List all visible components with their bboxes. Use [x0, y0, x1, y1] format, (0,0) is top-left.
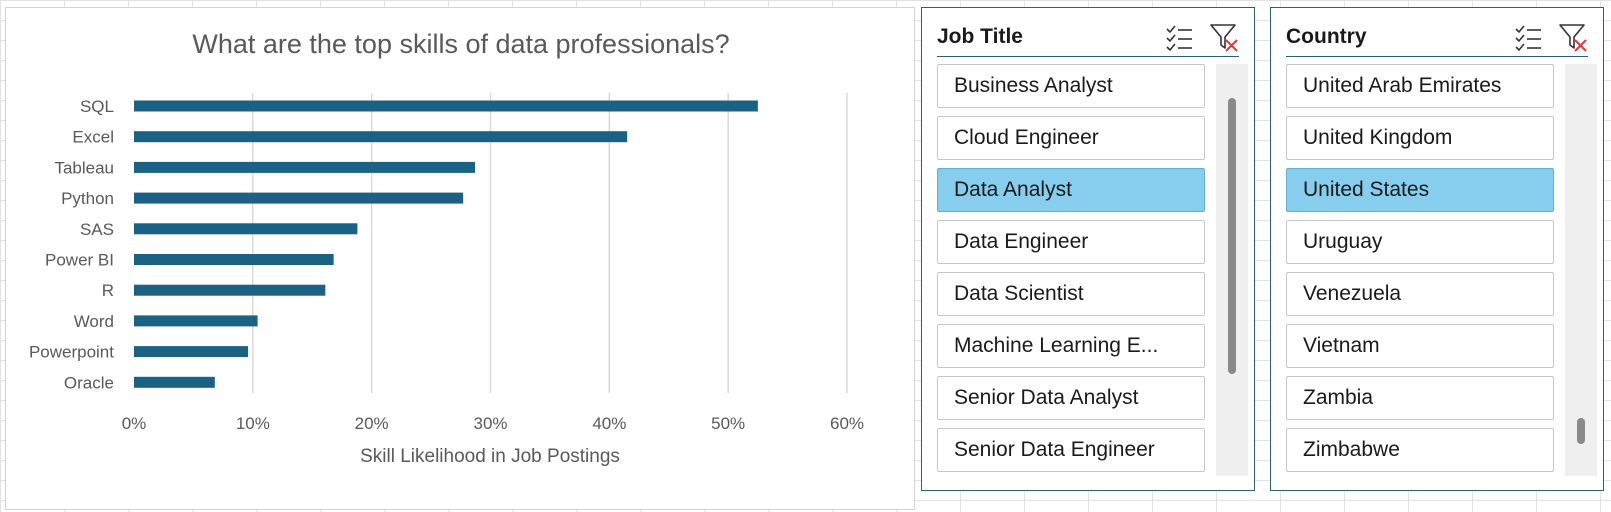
- x-tick-label: 60%: [830, 414, 864, 433]
- slicer-item[interactable]: Data Engineer: [937, 220, 1205, 264]
- clear-filter-icon[interactable]: [1209, 22, 1239, 52]
- y-tick-label: Excel: [72, 128, 114, 147]
- chart-title: What are the top skills of data professi…: [192, 29, 729, 59]
- x-tick-label: 50%: [711, 414, 745, 433]
- bar: [134, 346, 249, 358]
- x-tick-label: 0%: [122, 414, 147, 433]
- x-axis-label: Skill Likelihood in Job Postings: [360, 446, 620, 467]
- slicer-item[interactable]: Zambia: [1286, 376, 1554, 420]
- slicer-item[interactable]: Uruguay: [1286, 220, 1554, 264]
- y-tick-label: SAS: [80, 220, 114, 239]
- slicer-items: United Arab Emirates United Kingdom United…: [1286, 64, 1554, 480]
- skills-chart: What are the top skills of data professi…: [5, 7, 915, 510]
- y-tick-label: Python: [61, 189, 114, 208]
- bar: [134, 223, 358, 235]
- slicer-item[interactable]: Venezuela: [1286, 272, 1554, 316]
- slicer-title: Country: [1286, 25, 1367, 48]
- country-slicer: Country United Arab Emirates United Kingd…: [1270, 7, 1604, 491]
- bar: [134, 254, 334, 265]
- slicer-header: Country: [1286, 16, 1588, 57]
- slicer-item[interactable]: Senior Data Engineer: [937, 428, 1205, 472]
- slicer-item[interactable]: Business Analyst: [937, 64, 1205, 108]
- y-tick-label: SQL: [80, 97, 114, 116]
- x-tick-label: 20%: [355, 414, 389, 433]
- job-title-slicer: Job Title Business Analyst Cloud Engineer…: [921, 7, 1255, 491]
- slicer-item[interactable]: Data Analyst: [937, 168, 1205, 212]
- y-tick-label: Oracle: [64, 373, 114, 392]
- slicer-item[interactable]: Vietnam: [1286, 324, 1554, 368]
- bar: [134, 131, 628, 143]
- y-tick-label: Powerpoint: [29, 343, 114, 362]
- slicer-header: Job Title: [937, 16, 1239, 57]
- x-tick-label: 40%: [592, 414, 626, 433]
- slicer-item[interactable]: Data Scientist: [937, 272, 1205, 316]
- scrollbar[interactable]: [1565, 64, 1597, 476]
- slicer-item[interactable]: United Arab Emirates: [1286, 64, 1554, 108]
- clear-filter-icon[interactable]: [1558, 22, 1588, 52]
- bar-chart-svg: What are the top skills of data professi…: [29, 29, 864, 467]
- y-tick-label: Tableau: [54, 158, 114, 177]
- slicer-item[interactable]: Zimbabwe: [1286, 428, 1554, 472]
- slicer-items: Business Analyst Cloud Engineer Data Analy…: [937, 64, 1205, 480]
- y-tick-label: Power BI: [45, 251, 114, 270]
- bar: [134, 192, 464, 204]
- y-tick-label: Word: [74, 312, 114, 331]
- x-tick-label: 30%: [473, 414, 507, 433]
- multi-select-icon[interactable]: [1164, 22, 1194, 52]
- y-tick-label: R: [102, 281, 114, 300]
- slicer-item[interactable]: United Kingdom: [1286, 116, 1554, 160]
- x-tick-label: 10%: [236, 414, 270, 433]
- scrollbar[interactable]: [1216, 64, 1248, 476]
- slicer-title: Job Title: [937, 25, 1023, 48]
- bar: [134, 100, 758, 112]
- bar: [134, 315, 258, 327]
- multi-select-icon[interactable]: [1513, 22, 1543, 52]
- scroll-thumb[interactable]: [1577, 418, 1585, 444]
- bar: [134, 376, 215, 388]
- slicer-item[interactable]: Cloud Engineer: [937, 116, 1205, 160]
- slicer-item[interactable]: Machine Learning E...: [937, 324, 1205, 368]
- scroll-thumb[interactable]: [1228, 98, 1236, 374]
- slicer-item[interactable]: United States: [1286, 168, 1554, 212]
- slicer-item[interactable]: Senior Data Analyst: [937, 376, 1205, 420]
- bar: [134, 161, 476, 173]
- bar: [134, 284, 326, 296]
